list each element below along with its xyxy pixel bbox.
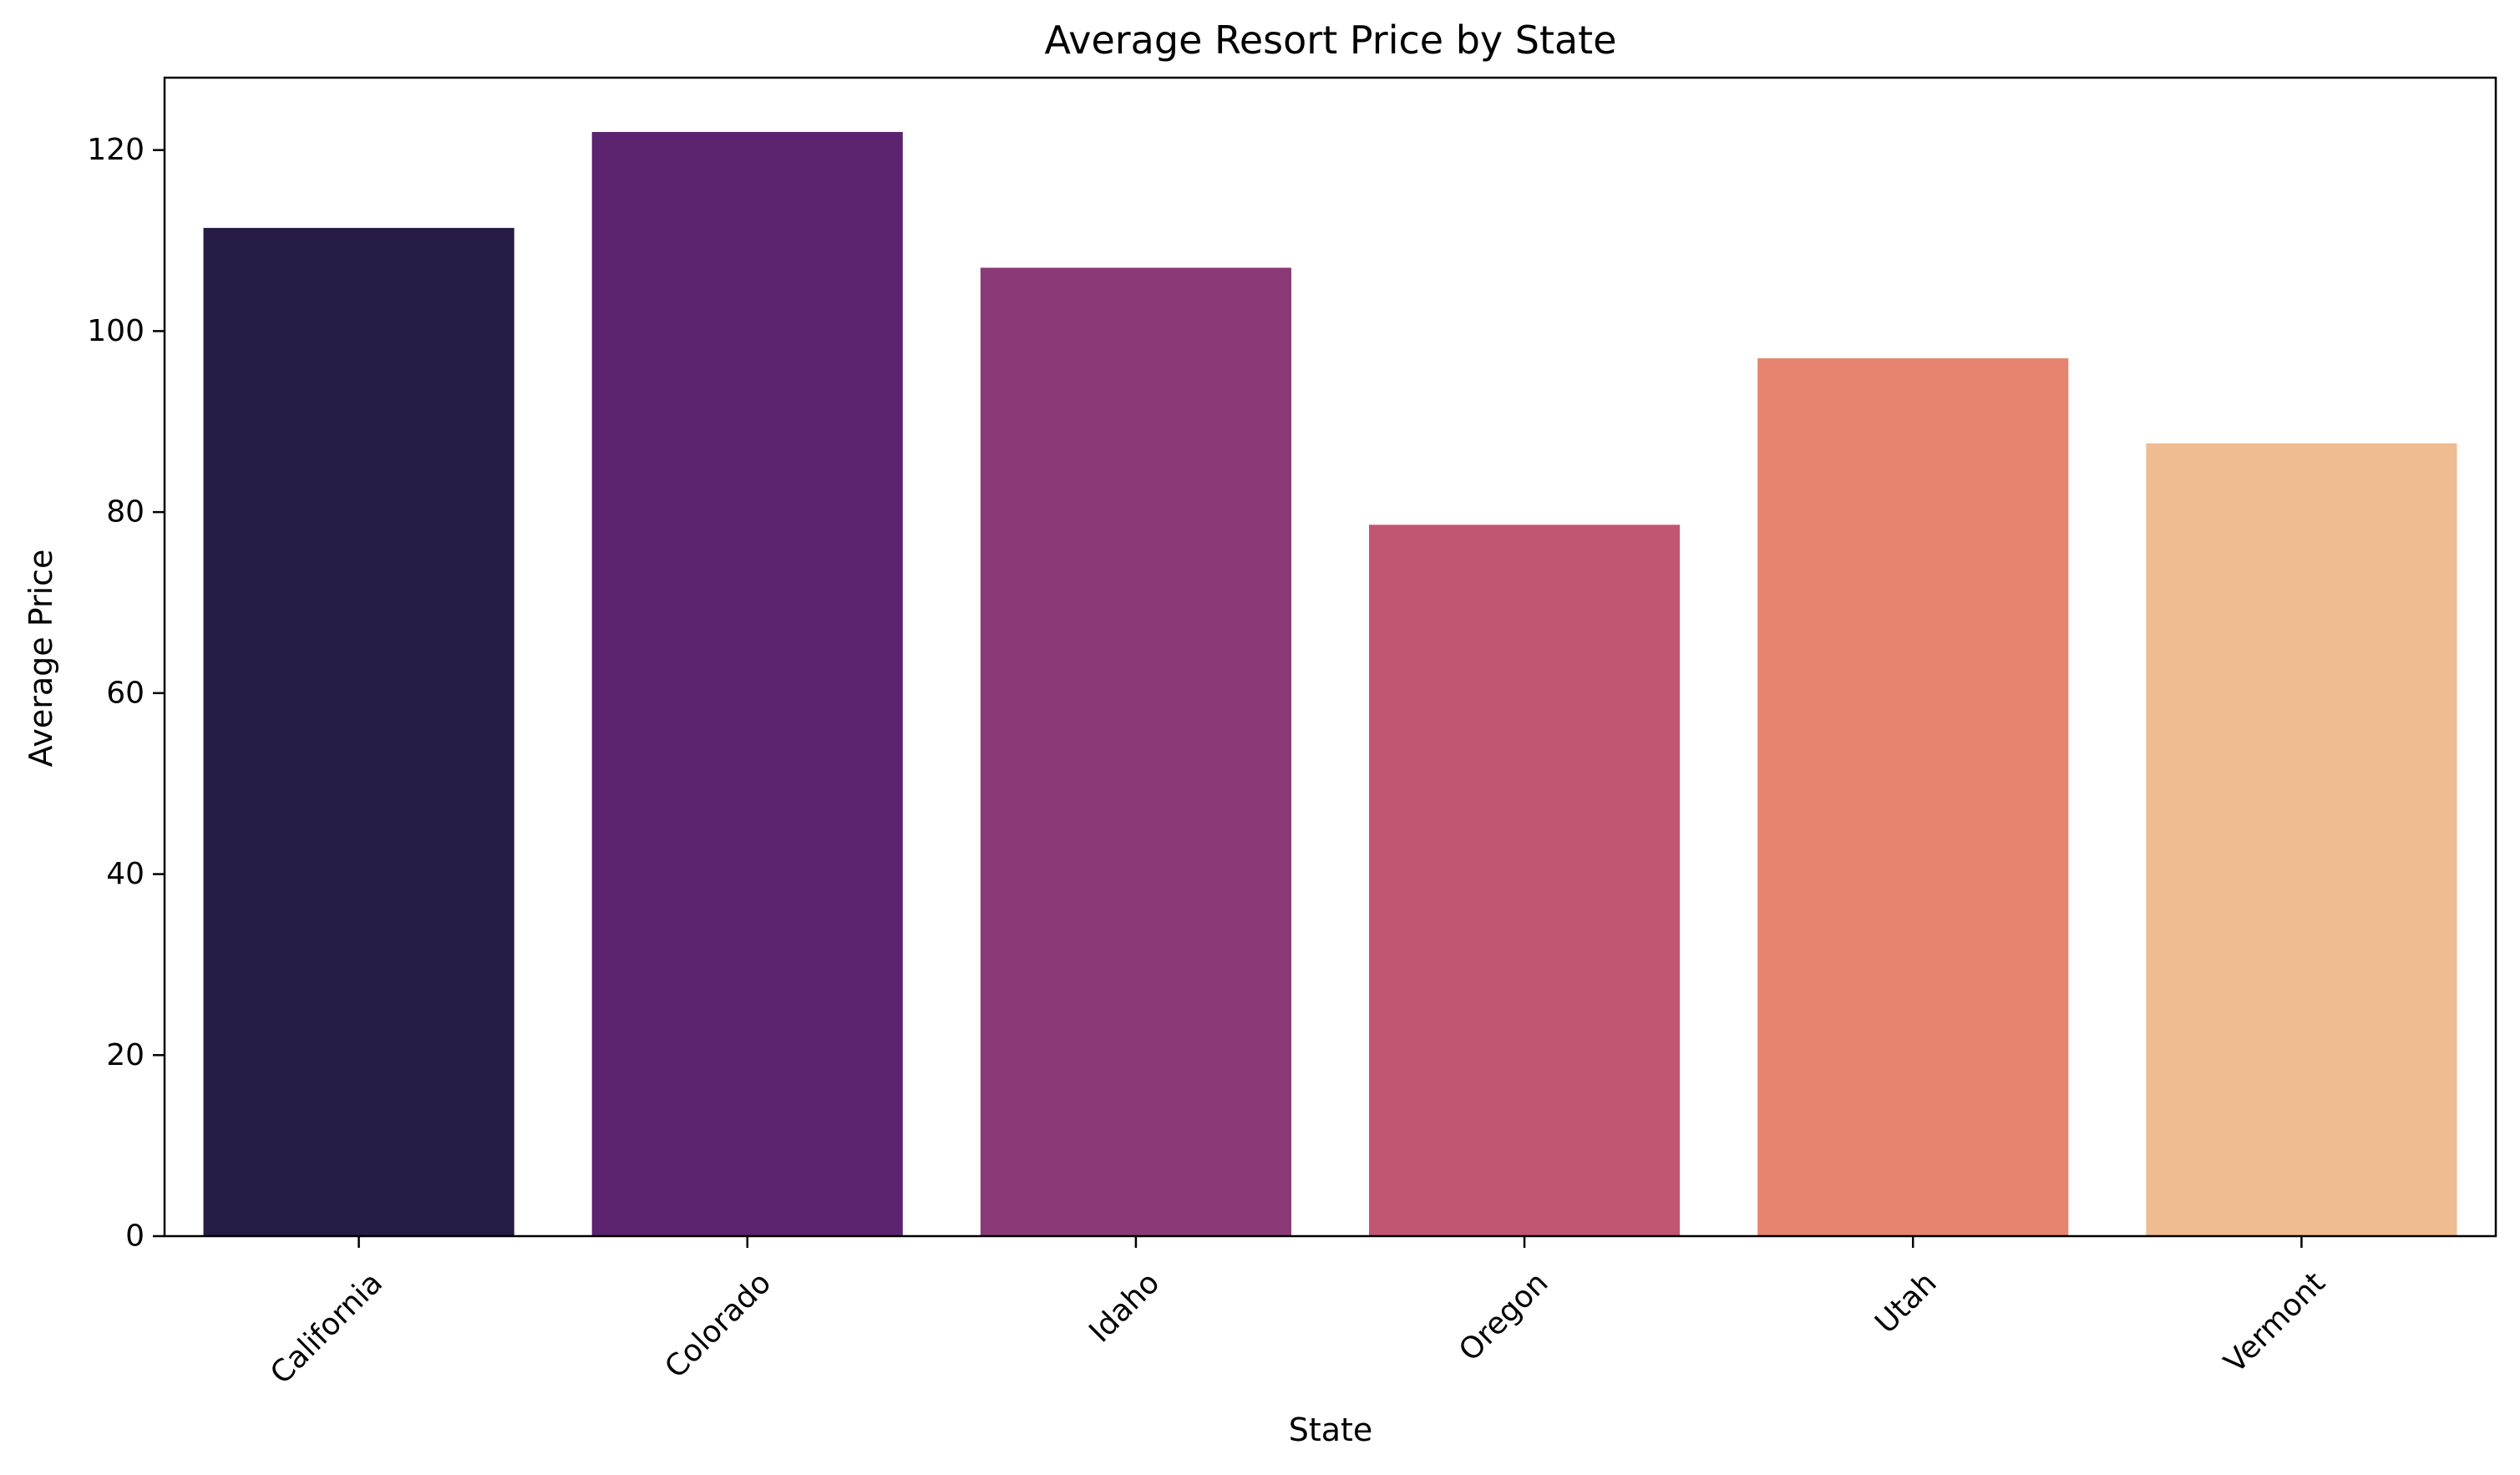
plot-area bbox=[163, 76, 2497, 1238]
y-tick-label: 40 bbox=[106, 857, 145, 891]
y-tick-label: 80 bbox=[106, 495, 145, 530]
chart-title: Average Resort Price by State bbox=[1044, 18, 1616, 63]
x-axis: California Colorado Idaho Oregon Utah Vermont bbox=[264, 1236, 2332, 1391]
y-tick-label: 100 bbox=[87, 314, 145, 348]
bar-idaho bbox=[980, 267, 1291, 1236]
y-tick-label: 0 bbox=[125, 1219, 145, 1254]
x-tick-label: California bbox=[264, 1265, 389, 1391]
bar-california bbox=[203, 227, 515, 1236]
x-tick-label: Utah bbox=[1868, 1265, 1943, 1340]
x-tick-label: Idaho bbox=[1083, 1265, 1166, 1349]
bar-colorado bbox=[591, 132, 903, 1236]
x-tick-label: Oregon bbox=[1453, 1265, 1554, 1367]
plot-frame bbox=[163, 76, 2497, 1238]
y-axis: 0 20 40 60 80 100 120 bbox=[87, 133, 165, 1254]
y-tick-label: 20 bbox=[106, 1038, 145, 1072]
y-axis-label: Average Price bbox=[23, 550, 59, 768]
bar-utah bbox=[1757, 357, 2069, 1236]
y-tick-label: 120 bbox=[87, 133, 145, 167]
bar-vermont bbox=[2146, 443, 2457, 1236]
x-tick-label: Vermont bbox=[2218, 1265, 2332, 1380]
y-tick-label: 60 bbox=[106, 676, 145, 710]
x-tick-label: Colorado bbox=[658, 1265, 778, 1385]
x-axis-label: State bbox=[1289, 1412, 1373, 1448]
bar-oregon bbox=[1369, 525, 1681, 1236]
